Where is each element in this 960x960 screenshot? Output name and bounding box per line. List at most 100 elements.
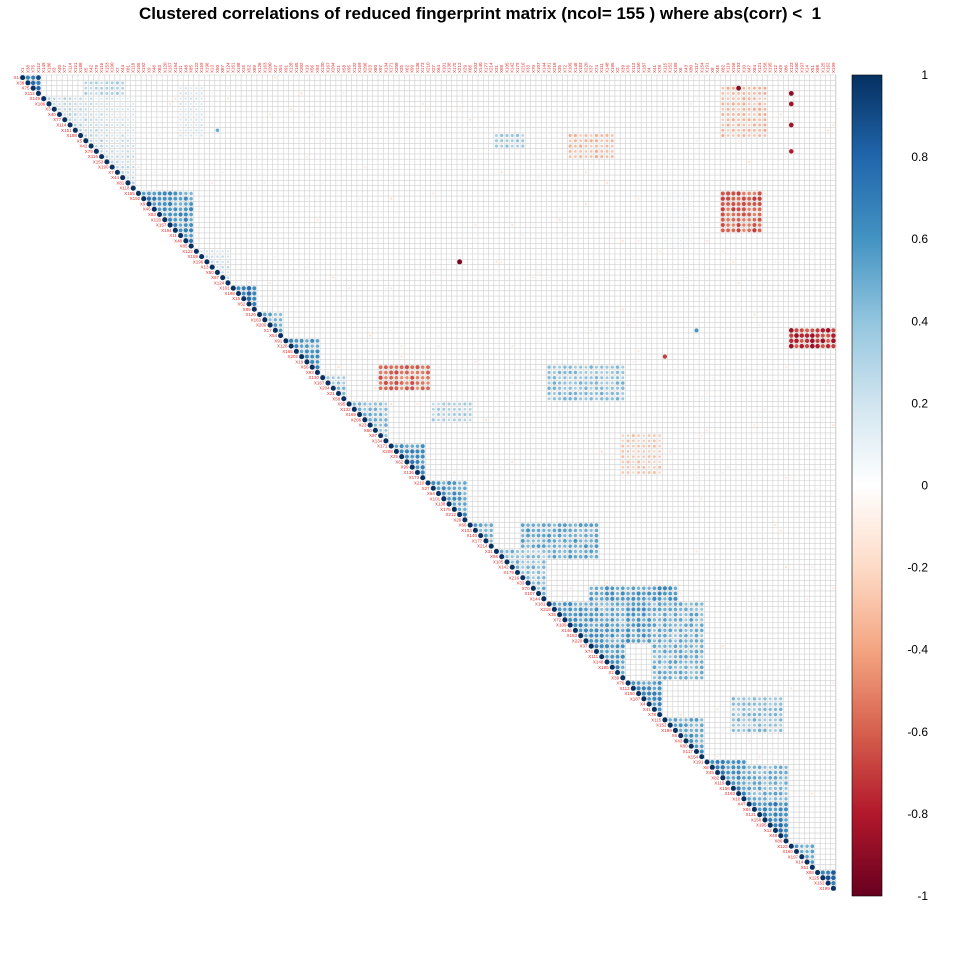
correlation-cell bbox=[501, 150, 503, 152]
correlation-cell bbox=[164, 161, 166, 163]
correlation-cell bbox=[259, 293, 260, 294]
correlation-cell bbox=[274, 82, 276, 84]
correlation-cell bbox=[274, 192, 276, 194]
correlation-cell bbox=[632, 245, 634, 247]
correlation-cell bbox=[759, 356, 761, 358]
correlation-cell bbox=[238, 224, 239, 226]
correlation-cell bbox=[527, 314, 529, 315]
correlation-cell bbox=[568, 397, 572, 401]
correlation-cell bbox=[517, 335, 518, 337]
correlation-cell bbox=[364, 350, 366, 352]
correlation-cell bbox=[664, 77, 666, 78]
correlation-cell bbox=[758, 134, 762, 138]
correlation-cell bbox=[664, 218, 666, 221]
correlation-cell bbox=[264, 177, 266, 179]
correlation-cell bbox=[183, 238, 189, 244]
correlation-cell bbox=[148, 145, 150, 147]
correlation-cell bbox=[341, 396, 347, 402]
correlation-cell bbox=[353, 313, 355, 316]
correlation-cell bbox=[380, 145, 382, 147]
correlation-cell bbox=[295, 203, 297, 205]
correlation-cell bbox=[543, 345, 545, 347]
correlation-cell bbox=[638, 393, 640, 394]
correlation-cell bbox=[742, 112, 746, 117]
correlation-cell bbox=[569, 229, 571, 231]
correlation-cell bbox=[589, 155, 593, 158]
correlation-cell bbox=[653, 108, 655, 110]
correlation-cell bbox=[264, 235, 266, 237]
correlation-cell bbox=[346, 401, 352, 407]
correlation-cell bbox=[568, 133, 572, 138]
correlation-cell bbox=[779, 261, 782, 263]
correlation-cell bbox=[832, 266, 834, 268]
correlation-cell bbox=[105, 129, 109, 132]
correlation-cell bbox=[501, 77, 503, 79]
correlation-cell bbox=[590, 256, 592, 257]
correlation-cell bbox=[538, 77, 539, 78]
correlation-cell bbox=[427, 429, 429, 431]
correlation-cell bbox=[253, 108, 255, 110]
correlation-cell bbox=[727, 382, 729, 384]
correlation-cell bbox=[648, 98, 650, 100]
correlation-cell bbox=[564, 119, 566, 121]
correlation-cell bbox=[685, 203, 687, 205]
correlation-cell bbox=[827, 414, 829, 416]
correlation-cell bbox=[253, 214, 255, 216]
correlation-cell bbox=[474, 335, 476, 337]
correlation-cell bbox=[111, 118, 114, 121]
correlation-cell bbox=[343, 82, 345, 84]
correlation-cell bbox=[443, 145, 445, 147]
correlation-cell bbox=[468, 418, 472, 422]
correlation-cell bbox=[490, 93, 492, 94]
correlation-cell bbox=[574, 203, 576, 205]
correlation-cell bbox=[543, 408, 545, 410]
correlation-cell bbox=[248, 103, 250, 105]
correlation-cell bbox=[790, 303, 792, 305]
correlation-cell bbox=[832, 398, 834, 400]
correlation-cell bbox=[769, 187, 771, 189]
correlation-cell bbox=[179, 123, 182, 127]
correlation-cell bbox=[269, 281, 272, 284]
correlation-cell bbox=[269, 193, 271, 194]
correlation-cell bbox=[738, 314, 740, 316]
correlation-cell bbox=[517, 166, 518, 168]
correlation-cell bbox=[780, 361, 782, 363]
correlation-cell bbox=[564, 292, 566, 294]
correlation-cell bbox=[357, 402, 362, 406]
correlation-cell bbox=[62, 117, 68, 123]
correlation-cell bbox=[543, 324, 545, 326]
correlation-cell bbox=[480, 214, 482, 215]
correlation-cell bbox=[227, 187, 229, 189]
correlation-cell bbox=[741, 201, 746, 207]
correlation-cell bbox=[443, 208, 445, 210]
correlation-cell bbox=[374, 119, 376, 121]
correlation-cell bbox=[785, 129, 787, 131]
correlation-cell bbox=[189, 228, 194, 233]
correlation-cell bbox=[417, 150, 418, 152]
correlation-cell bbox=[343, 182, 345, 184]
correlation-cell bbox=[690, 308, 692, 310]
correlation-cell bbox=[737, 123, 741, 127]
correlation-cell bbox=[552, 375, 557, 380]
correlation-cell bbox=[485, 308, 487, 310]
correlation-cell bbox=[364, 124, 366, 126]
correlation-cell bbox=[747, 207, 751, 212]
correlation-cell bbox=[743, 393, 745, 394]
correlation-cell bbox=[711, 256, 713, 258]
correlation-cell bbox=[706, 214, 708, 215]
correlation-cell bbox=[557, 397, 562, 401]
correlation-cell bbox=[522, 366, 524, 368]
correlation-cell bbox=[416, 224, 418, 226]
correlation-cell bbox=[385, 140, 387, 142]
correlation-cell bbox=[752, 217, 757, 222]
correlation-cell bbox=[248, 250, 250, 252]
correlation-cell bbox=[654, 219, 655, 221]
correlation-cell bbox=[738, 393, 739, 394]
correlation-cell bbox=[501, 271, 503, 273]
correlation-cell bbox=[568, 155, 572, 159]
correlation-cell bbox=[653, 366, 655, 368]
correlation-cell bbox=[721, 86, 725, 90]
correlation-cell bbox=[638, 82, 639, 84]
correlation-cell bbox=[406, 235, 408, 237]
correlation-cell bbox=[780, 135, 782, 137]
